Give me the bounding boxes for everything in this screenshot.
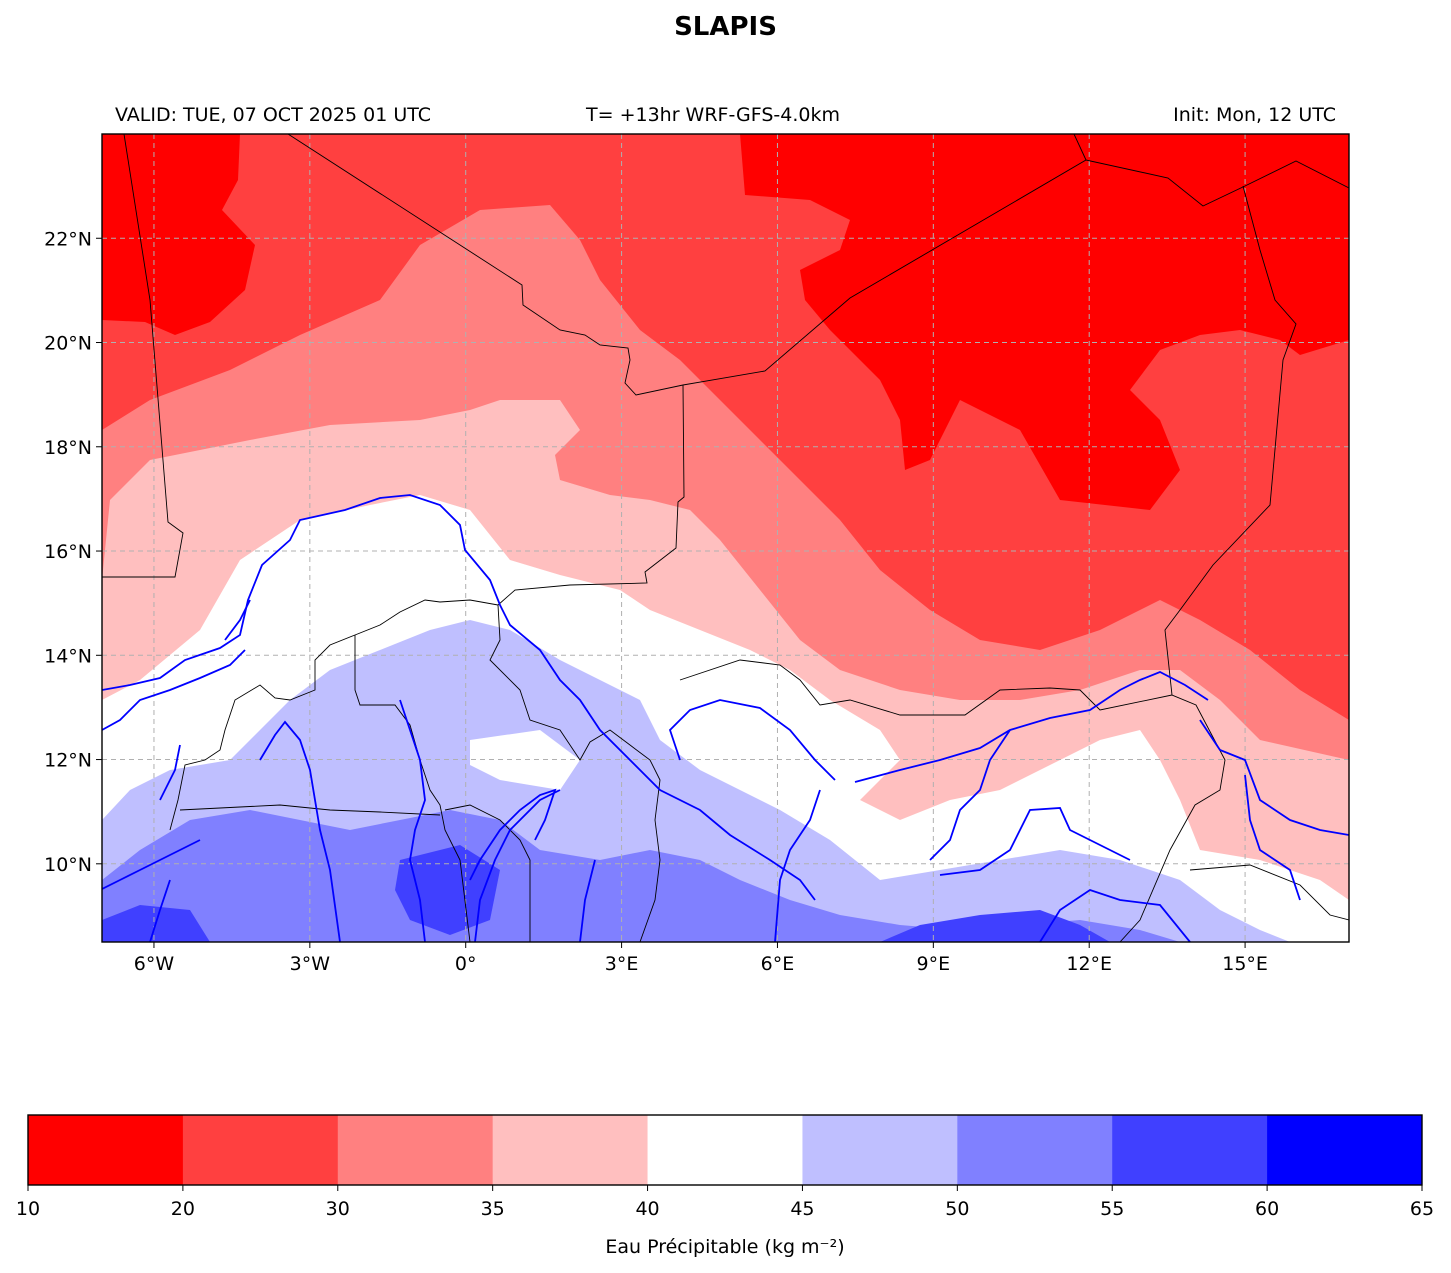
- colorbar-segment: [647, 1115, 803, 1185]
- colorbar: 10 20 30 35 40 45 50 55 60 65: [16, 1114, 1434, 1220]
- colorbar-segment: [182, 1115, 339, 1185]
- lon-tick-label: 6°E: [761, 953, 795, 975]
- colorbar-segment: [1267, 1115, 1423, 1185]
- band-10-20-nw: [102, 134, 255, 335]
- lat-tick-label: 18°N: [44, 437, 92, 459]
- colorbar-tick-label: 60: [1255, 1198, 1279, 1220]
- lat-tick-label: 16°N: [44, 541, 92, 563]
- gridlines: [102, 134, 1349, 942]
- longitude-ticks: 6°W 3°W 0° 3°E 6°E 9°E 12°E 15°E: [134, 942, 1268, 975]
- band-50-55: [102, 810, 1180, 942]
- colorbar-tick-label: 10: [16, 1198, 40, 1220]
- rivers: [102, 494, 1349, 942]
- colorbar-segment: [957, 1115, 1113, 1185]
- lon-tick-label: 6°W: [134, 953, 175, 975]
- colorbar-segment: [28, 1115, 184, 1185]
- latitude-ticks: 10°N 12°N 14°N 16°N 18°N 20°N 22°N: [44, 228, 102, 876]
- lon-tick-label: 3°W: [290, 953, 331, 975]
- colorbar-tick-label: 20: [171, 1198, 195, 1220]
- colorbar-tick-label: 30: [326, 1198, 350, 1220]
- colorbar-tick-label: 65: [1410, 1198, 1434, 1220]
- init-time-label: Init: Mon, 12 UTC: [1173, 104, 1336, 126]
- lon-tick-label: 12°E: [1066, 953, 1112, 975]
- colorbar-tick-label: 35: [481, 1198, 505, 1220]
- colorbar-tick-label: 55: [1100, 1198, 1124, 1220]
- colorbar-segment: [492, 1115, 649, 1185]
- map-area: [102, 134, 1349, 942]
- colorbar-tick-label: 40: [635, 1198, 659, 1220]
- lon-tick-label: 15°E: [1222, 953, 1268, 975]
- colorbar-segment: [337, 1115, 494, 1185]
- colorbar-frame: [27, 1114, 1423, 1186]
- colorbar-tick-label: 45: [790, 1198, 814, 1220]
- map-title: SLAPIS: [674, 12, 777, 42]
- lon-tick-label: 9°E: [917, 953, 951, 975]
- band-55-60-b: [880, 910, 1110, 942]
- band-10-20-ne: [740, 134, 1349, 510]
- lat-tick-label: 14°N: [44, 645, 92, 667]
- lon-tick-label: 0°: [455, 953, 477, 975]
- colorbar-label: Eau Précipitable (kg m⁻²): [605, 1236, 844, 1258]
- colorbar-tick-label: 50: [945, 1198, 969, 1220]
- lon-tick-label: 3°E: [605, 953, 639, 975]
- lat-tick-label: 10°N: [44, 854, 92, 876]
- colorbar-segment: [802, 1115, 958, 1185]
- lat-tick-label: 20°N: [44, 333, 92, 355]
- colorbar-segment: [1112, 1115, 1268, 1185]
- lat-tick-label: 12°N: [44, 750, 92, 772]
- lat-tick-label: 22°N: [44, 228, 92, 250]
- model-run-label: T= +13hr WRF-GFS-4.0km: [586, 104, 840, 126]
- valid-time-label: VALID: TUE, 07 OCT 2025 01 UTC: [115, 104, 431, 126]
- map-frame: [101, 133, 1350, 943]
